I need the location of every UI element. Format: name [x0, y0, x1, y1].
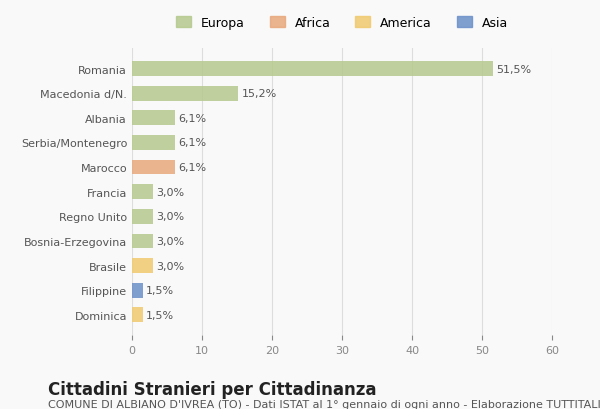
- Text: Cittadini Stranieri per Cittadinanza: Cittadini Stranieri per Cittadinanza: [48, 380, 377, 398]
- Text: 1,5%: 1,5%: [146, 310, 174, 320]
- Text: COMUNE DI ALBIANO D'IVREA (TO) - Dati ISTAT al 1° gennaio di ogni anno - Elabora: COMUNE DI ALBIANO D'IVREA (TO) - Dati IS…: [48, 399, 600, 409]
- Bar: [132, 185, 153, 200]
- Text: 15,2%: 15,2%: [242, 89, 277, 99]
- Text: 3,0%: 3,0%: [157, 261, 185, 271]
- Bar: [132, 160, 175, 175]
- Text: 6,1%: 6,1%: [178, 114, 206, 124]
- Text: 3,0%: 3,0%: [157, 236, 185, 246]
- Bar: [132, 111, 175, 126]
- Text: 6,1%: 6,1%: [178, 163, 206, 173]
- Bar: [132, 87, 238, 101]
- Text: 3,0%: 3,0%: [157, 187, 185, 197]
- Bar: [132, 136, 175, 151]
- Bar: [132, 258, 153, 273]
- Legend: Europa, Africa, America, Asia: Europa, Africa, America, Asia: [170, 12, 514, 35]
- Bar: [132, 62, 493, 77]
- Text: 51,5%: 51,5%: [496, 65, 531, 74]
- Bar: [132, 209, 153, 224]
- Bar: [132, 234, 153, 249]
- Text: 1,5%: 1,5%: [146, 285, 174, 295]
- Text: 3,0%: 3,0%: [157, 212, 185, 222]
- Bar: [132, 308, 143, 322]
- Text: 6,1%: 6,1%: [178, 138, 206, 148]
- Bar: [132, 283, 143, 298]
